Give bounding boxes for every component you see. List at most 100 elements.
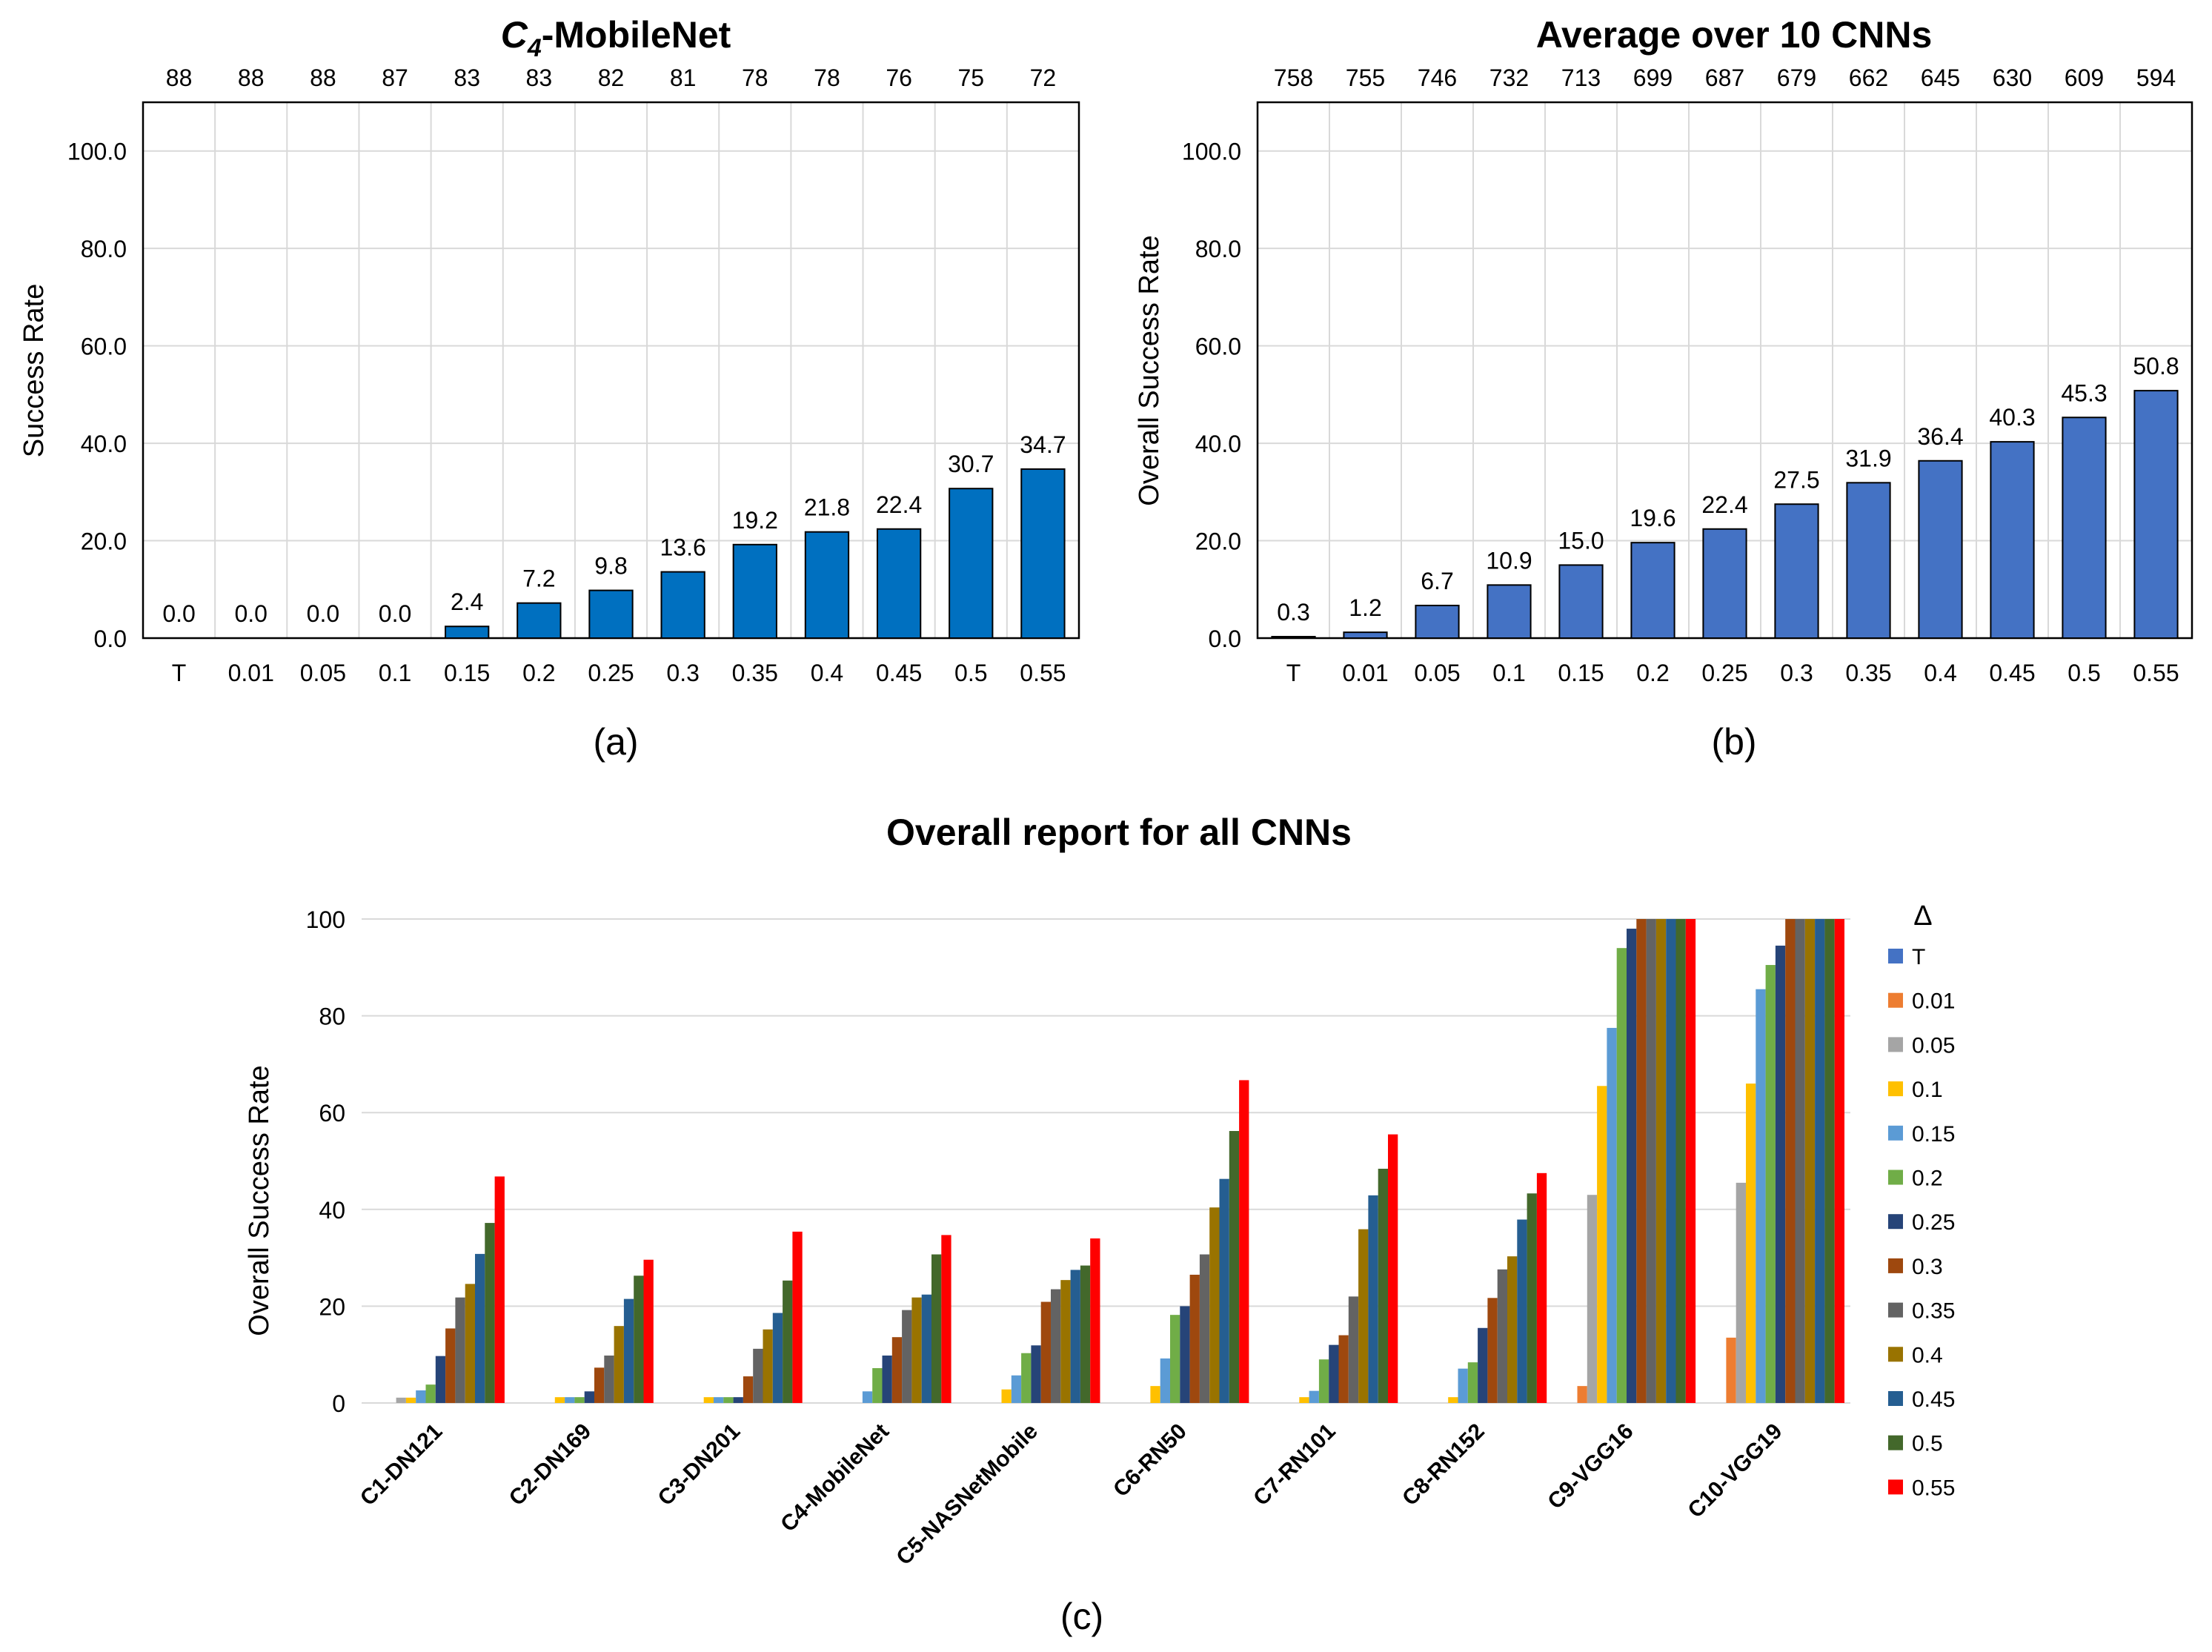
x-tick-label: 0.2: [1636, 660, 1669, 686]
bar-C4-MobileNet-0.5: [931, 1254, 942, 1403]
bar-C10-VGG19-0.5: [1824, 919, 1835, 1403]
bar-C7-RN101-0.1: [1299, 1397, 1309, 1403]
x-tick-label: 0.45: [876, 660, 922, 686]
x-tick-label: 0.5: [2067, 660, 2100, 686]
data-label: 7.2: [522, 565, 555, 592]
bar-0.2: [517, 602, 562, 640]
bar-C8-RN152-0.4: [1507, 1256, 1518, 1403]
bar-C2-DN169-0.45: [623, 1298, 634, 1403]
bar-C1-DN121-0.5: [485, 1223, 495, 1403]
bar-C1-DN121-0.45: [475, 1253, 485, 1403]
data-label: 21.8: [804, 494, 850, 521]
data-label: 1.2: [1349, 594, 1381, 621]
x-tick-label: 0.55: [2133, 660, 2179, 686]
legend-swatch-0.2: [1888, 1170, 1903, 1185]
data-label: 45.3: [2061, 379, 2107, 406]
bar-C8-RN152-0.35: [1497, 1269, 1507, 1403]
bar-0.35: [1846, 482, 1891, 640]
y-tick-label: 40: [319, 1197, 345, 1224]
legend-swatch-0.01: [1888, 992, 1903, 1008]
x-tick-label: 0.5: [954, 660, 987, 686]
legend-label: 0.01: [1912, 989, 1955, 1014]
top-count-label: 78: [742, 64, 768, 91]
bar-C8-RN152-0.55: [1536, 1172, 1547, 1403]
bar-C6-RN50-0.25: [1180, 1306, 1190, 1403]
data-label: 0.3: [1277, 599, 1309, 626]
bar-0.3: [660, 571, 705, 639]
bar-C1-DN121-0.05: [396, 1397, 406, 1403]
top-count-label: 609: [2065, 64, 2104, 91]
y-tick-label: 80.0: [1195, 236, 1241, 262]
top-count-label: 630: [1993, 64, 2032, 91]
legend-swatch-0.55: [1888, 1479, 1903, 1495]
top-count-label: 83: [526, 64, 553, 91]
bar-C5-NASNetMobile-0.55: [1090, 1238, 1100, 1403]
bar-C2-DN169-0.2: [574, 1397, 585, 1403]
bar-C3-DN201-0.5: [783, 1280, 793, 1403]
bar-C9-VGG16-0.01: [1577, 1386, 1587, 1403]
legend-label: 0.4: [1912, 1343, 1943, 1367]
legend-title: Δ: [1913, 900, 1932, 932]
bar-C4-MobileNet-0.45: [921, 1294, 931, 1403]
y-tick-label: 60: [319, 1100, 345, 1127]
legend-label: 0.05: [1912, 1033, 1955, 1058]
bar-C1-DN121-0.4: [465, 1284, 475, 1403]
data-label: 22.4: [876, 491, 922, 518]
bar-C1-DN121-0.55: [494, 1176, 505, 1403]
data-label: 15.0: [1558, 527, 1604, 554]
x-tick-label: 0.3: [666, 660, 699, 686]
bar-C5-NASNetMobile-0.45: [1070, 1270, 1080, 1403]
data-label: 27.5: [1773, 466, 1819, 493]
top-count-label: 87: [382, 64, 408, 91]
bar-0.35: [732, 543, 777, 640]
bar-C6-RN50-0.35: [1199, 1254, 1210, 1403]
bar-C10-VGG19-0.2: [1765, 965, 1776, 1403]
y-tick-label: 40.0: [1195, 431, 1241, 457]
bar-C9-VGG16-0.05: [1587, 1195, 1598, 1403]
top-count-label: 88: [166, 64, 193, 91]
bar-C7-RN101-0.3: [1338, 1335, 1349, 1403]
top-count-label: 687: [1705, 64, 1744, 91]
top-count-label: 78: [814, 64, 840, 91]
bar-0.45: [1990, 441, 2035, 639]
y-tick-label: 100.0: [1182, 139, 1241, 165]
bar-0.25: [588, 589, 634, 640]
panel-a-title: C4-MobileNet: [501, 14, 731, 62]
y-tick-label: 100: [306, 906, 345, 933]
bar-C8-RN152-0.15: [1458, 1368, 1468, 1403]
y-tick-label: 20: [319, 1293, 345, 1320]
x-tick-label: 0.35: [732, 660, 778, 686]
legend-swatch-0.3: [1888, 1258, 1903, 1273]
bar-C2-DN169-0.3: [594, 1367, 605, 1403]
top-count-label: 83: [454, 64, 480, 91]
bar-C3-DN201-0.2: [723, 1397, 734, 1403]
legend-label: 0.1: [1912, 1078, 1943, 1102]
bar-C10-VGG19-0.15: [1756, 989, 1766, 1403]
panel-c-legend: Δ T 0.01 0.05 0.1 0.15 0.2 0.25 0.3 0.35 0.4 0.45 0…: [1888, 900, 1955, 1500]
x-tick-label: 0.15: [1558, 660, 1604, 686]
legend-swatch-0.35: [1888, 1302, 1903, 1318]
bar-0.55: [1020, 468, 1066, 640]
bar-C10-VGG19-0.3: [1785, 919, 1796, 1403]
data-label: 19.2: [732, 507, 778, 534]
bar-C6-RN50-0.3: [1189, 1274, 1200, 1403]
legend-label: 0.25: [1912, 1210, 1955, 1235]
bar-C7-RN101-0.15: [1309, 1390, 1319, 1403]
bar-C6-RN50-0.45: [1219, 1178, 1229, 1403]
data-label: 34.7: [1020, 431, 1066, 458]
bar-0.15: [445, 626, 490, 640]
bar-C5-NASNetMobile-0.3: [1040, 1301, 1051, 1403]
bar-0.05: [1415, 604, 1460, 639]
x-tick-label: 0.1: [1492, 660, 1525, 686]
data-label: 2.4: [451, 588, 483, 615]
legend-swatch-0.5: [1888, 1435, 1903, 1450]
legend-label: T: [1912, 945, 1925, 969]
data-label: 19.6: [1630, 505, 1675, 531]
x-tick-label: 0.4: [1924, 660, 1956, 686]
x-tick-label: 0.1: [379, 660, 411, 686]
top-count-label: 81: [670, 64, 697, 91]
data-label: 6.7: [1421, 568, 1453, 594]
top-count-label: 755: [1346, 64, 1385, 91]
bar-C5-NASNetMobile-0.15: [1011, 1375, 1022, 1403]
panel-c-title: Overall report for all CNNs: [886, 812, 1352, 853]
